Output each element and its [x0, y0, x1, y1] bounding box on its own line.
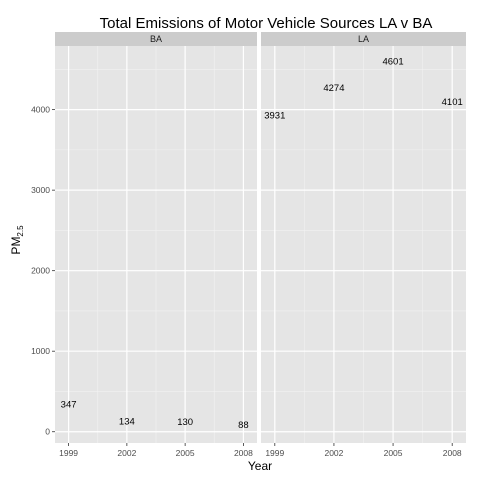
x-tick-label: 2002 — [324, 448, 343, 458]
y-tick-label: 1000 — [31, 346, 50, 356]
x-tick-label: 2008 — [234, 448, 253, 458]
data-label-la-2008: 4101 — [442, 97, 463, 108]
data-label-la-2005: 4601 — [382, 57, 403, 68]
x-tick-label: 2002 — [117, 448, 136, 458]
data-label-ba-2002: 134 — [119, 416, 135, 427]
data-label-ba-2005: 130 — [177, 417, 193, 428]
y-axis-title-sub: 2.5 — [16, 225, 25, 237]
data-label-la-1999: 3931 — [264, 111, 285, 122]
strip-label-ba: BA — [150, 34, 162, 44]
x-tick-label: 2008 — [443, 448, 462, 458]
y-tick-label: 4000 — [31, 105, 50, 115]
strip-label-la: LA — [358, 34, 369, 44]
data-label-la-2002: 4274 — [323, 83, 344, 94]
chart-title: Total Emissions of Motor Vehicle Sources… — [100, 15, 433, 32]
y-tick-label: 3000 — [31, 185, 50, 195]
x-axis: 1999 2002 2005 2008 1999 2002 2005 2008 — [59, 443, 462, 458]
y-tick-label: 2000 — [31, 266, 50, 276]
y-tick-label: 0 — [45, 427, 50, 437]
x-tick-label: 2005 — [384, 448, 403, 458]
x-axis-title: Year — [248, 459, 272, 473]
data-label-ba-1999: 347 — [61, 399, 77, 410]
panel-ba: BA 347 134 130 88 — [55, 32, 257, 443]
data-label-ba-2008: 88 — [238, 420, 249, 431]
x-tick-label: 1999 — [265, 448, 284, 458]
panel-la: LA 3931 4274 4601 4101 — [261, 32, 466, 443]
x-tick-label: 1999 — [59, 448, 78, 458]
y-axis: 0 1000 2000 3000 4000 — [31, 105, 55, 437]
y-axis-title-main: PM — [9, 237, 23, 255]
panels: BA 347 134 130 88 LA 3931 4274 4601 4101 — [55, 32, 466, 443]
x-tick-label: 2005 — [176, 448, 195, 458]
y-axis-title: PM2.5 — [9, 225, 25, 255]
